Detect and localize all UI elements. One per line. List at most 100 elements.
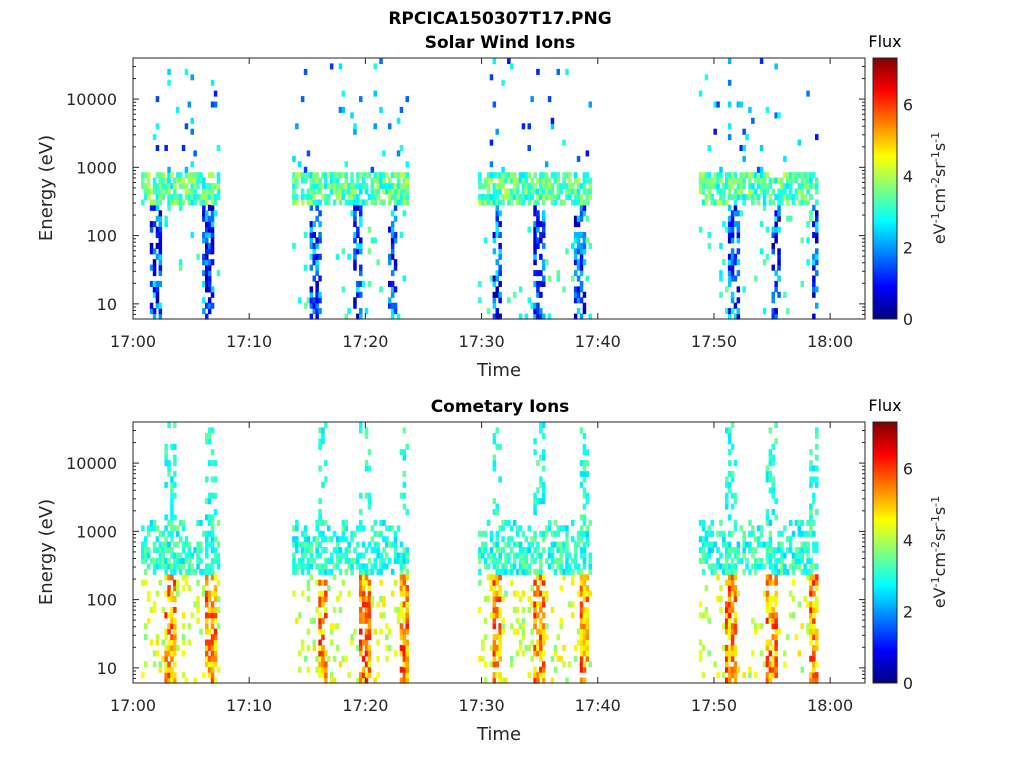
spectrogram-cell: [210, 427, 215, 434]
spectrogram-cell: [539, 563, 543, 570]
spectrogram-cell: [393, 308, 398, 315]
spectrogram-cell: [405, 161, 409, 168]
spectrogram-cell: [155, 226, 160, 233]
spectrogram-cell: [405, 568, 409, 575]
spectrogram-cell: [478, 193, 482, 200]
spectrogram-cell: [481, 199, 485, 206]
spectrogram-cell: [809, 606, 813, 613]
spectrogram-cell: [573, 237, 578, 244]
spectrogram-cell: [806, 601, 810, 608]
spectrogram-cell: [324, 672, 328, 679]
spectrogram-cell: [710, 199, 714, 206]
spectrogram-cell: [780, 193, 784, 200]
spectrogram-cell: [318, 530, 322, 537]
spectrogram-cell: [205, 612, 209, 619]
spectrogram-cell: [803, 177, 807, 184]
spectrogram-cell: [527, 297, 531, 304]
spectrogram-cell: [495, 172, 499, 179]
spectrogram-cell: [356, 177, 360, 184]
spectrogram-cell: [402, 574, 407, 581]
spectrogram-cell: [539, 639, 543, 646]
spectrogram-cell: [585, 639, 590, 646]
spectrogram-cell: [800, 557, 804, 564]
spectrogram-cell: [489, 547, 494, 554]
spectrogram-cell: [181, 585, 186, 592]
spectrogram-cell: [536, 308, 540, 315]
spectrogram-cell: [719, 530, 723, 537]
spectrogram-cell: [573, 221, 578, 228]
spectrogram-cell: [402, 644, 407, 651]
spectrogram-cell: [306, 541, 311, 548]
spectrogram-cell: [730, 232, 735, 239]
spectrogram-cell: [309, 563, 314, 570]
spectrogram-cell: [815, 481, 819, 488]
spectrogram-cell: [550, 123, 555, 130]
spectrogram-cell: [207, 242, 212, 249]
spectrogram-cell: [373, 237, 377, 244]
spectrogram-cell: [359, 210, 363, 217]
spectrogram-cell: [751, 117, 755, 124]
spectrogram-cell: [321, 427, 325, 434]
spectrogram-cell: [515, 188, 520, 195]
spectrogram-cell: [184, 536, 189, 543]
spectrogram-cell: [210, 612, 215, 619]
spectrogram-cell: [379, 568, 383, 575]
spectrogram-cell: [399, 650, 404, 657]
spectrogram-cell: [373, 628, 377, 635]
spectrogram-cell: [800, 568, 804, 575]
x-tick-label: 17:10: [226, 696, 272, 715]
spectrogram-cell: [698, 650, 703, 657]
spectrogram-cell: [576, 193, 581, 200]
spectrogram-cell: [196, 606, 200, 613]
spectrogram-cell: [187, 177, 192, 184]
spectrogram-cell: [547, 177, 552, 184]
spectrogram-cell: [542, 487, 546, 494]
spectrogram-cell: [777, 568, 781, 575]
spectrogram-cell: [393, 606, 398, 613]
spectrogram-cell: [359, 639, 363, 646]
spectrogram-cell: [303, 536, 308, 543]
spectrogram-cell: [579, 585, 584, 592]
spectrogram-cell: [402, 177, 407, 184]
spectrogram-cell: [152, 650, 157, 657]
spectrogram-cell: [730, 530, 735, 537]
spectrogram-cell: [727, 237, 732, 244]
spectrogram-cell: [193, 547, 197, 554]
spectrogram-cell: [562, 541, 566, 548]
spectrogram-cell: [539, 172, 543, 179]
spectrogram-cell: [498, 188, 502, 195]
spectrogram-cell: [736, 188, 741, 195]
spectrogram-cell: [742, 199, 746, 206]
spectrogram-cell: [774, 628, 778, 635]
spectrogram-cell: [187, 172, 192, 179]
spectrogram-cell: [144, 552, 148, 559]
spectrogram-cell: [359, 172, 363, 179]
spectrogram-cell: [707, 530, 712, 537]
spectrogram-cell: [777, 291, 781, 298]
spectrogram-cell: [579, 215, 584, 222]
spectrogram-cell: [164, 547, 168, 554]
spectrogram-cell: [498, 552, 502, 559]
spectrogram-cell: [321, 590, 325, 597]
spectrogram-cell: [210, 601, 215, 608]
spectrogram-cell: [318, 661, 322, 668]
spectrogram-cell: [492, 297, 497, 304]
spectrogram-cell: [533, 579, 537, 586]
spectrogram-cell: [359, 579, 363, 586]
spectrogram-cell: [202, 232, 206, 239]
spectrogram-cell: [771, 612, 775, 619]
spectrogram-cell: [573, 232, 578, 239]
spectrogram-cell: [173, 557, 177, 564]
spectrogram-cell: [588, 177, 592, 184]
spectrogram-cell: [579, 590, 584, 597]
spectrogram-cell: [393, 237, 398, 244]
spectrogram-cell: [202, 568, 206, 575]
spectrogram-cell: [207, 297, 212, 304]
spectrogram-cell: [774, 563, 778, 570]
spectrogram-cell: [544, 161, 549, 168]
spectrogram-cell: [736, 547, 741, 554]
spectrogram-cell: [542, 193, 546, 200]
spectrogram-cell: [361, 617, 366, 624]
spectrogram-cell: [158, 242, 163, 249]
spectrogram-cell: [347, 672, 351, 679]
